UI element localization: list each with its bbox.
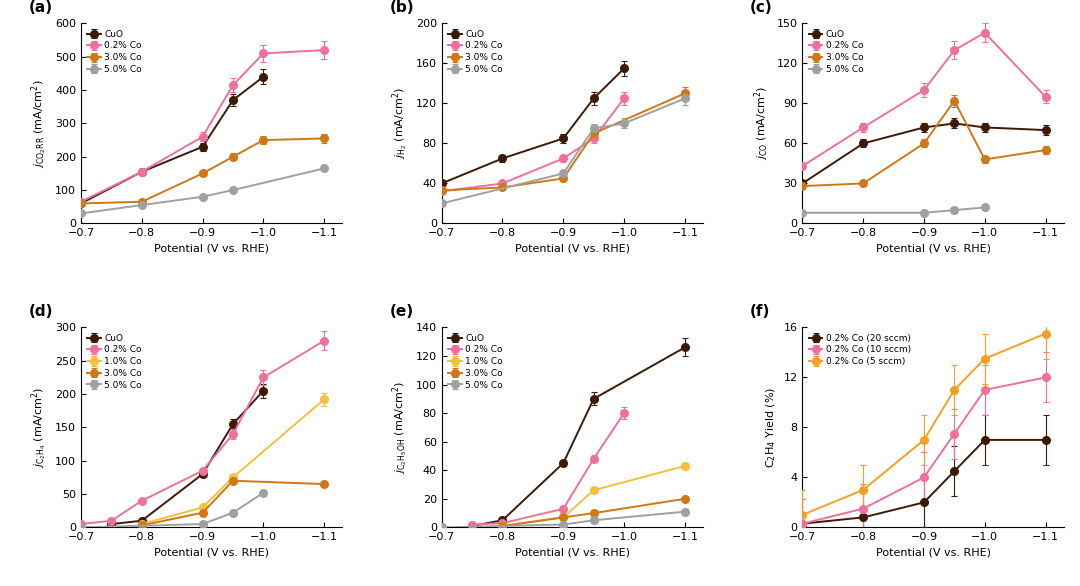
Text: (e): (e): [390, 304, 414, 319]
Y-axis label: $j_{\mathregular{H_2}}$ (mA/cm$^2$): $j_{\mathregular{H_2}}$ (mA/cm$^2$): [391, 87, 410, 159]
Legend: CuO, 0.2% Co, 1.0% Co, 3.0% Co, 5.0% Co: CuO, 0.2% Co, 1.0% Co, 3.0% Co, 5.0% Co: [446, 332, 504, 391]
Text: (c): (c): [751, 1, 773, 15]
Legend: CuO, 0.2% Co, 1.0% Co, 3.0% Co, 5.0% Co: CuO, 0.2% Co, 1.0% Co, 3.0% Co, 5.0% Co: [85, 332, 144, 391]
X-axis label: Potential (V vs. RHE): Potential (V vs. RHE): [515, 548, 630, 558]
Y-axis label: $j_{\mathregular{CO_2RR}}$ (mA/cm$^2$): $j_{\mathregular{CO_2RR}}$ (mA/cm$^2$): [30, 79, 50, 168]
Legend: CuO, 0.2% Co, 3.0% Co, 5.0% Co: CuO, 0.2% Co, 3.0% Co, 5.0% Co: [446, 28, 504, 76]
X-axis label: Potential (V vs. RHE): Potential (V vs. RHE): [154, 548, 269, 558]
X-axis label: Potential (V vs. RHE): Potential (V vs. RHE): [154, 244, 269, 254]
X-axis label: Potential (V vs. RHE): Potential (V vs. RHE): [515, 244, 630, 254]
Legend: CuO, 0.2% Co, 3.0% Co, 5.0% Co: CuO, 0.2% Co, 3.0% Co, 5.0% Co: [85, 28, 144, 76]
X-axis label: Potential (V vs. RHE): Potential (V vs. RHE): [876, 548, 990, 558]
Text: (a): (a): [29, 1, 53, 15]
Y-axis label: $j_{\mathregular{C_2H_4}}$ (mA/cm$^2$): $j_{\mathregular{C_2H_4}}$ (mA/cm$^2$): [30, 387, 50, 468]
Legend: 0.2% Co (20 sccm), 0.2% Co (10 sccm), 0.2% Co (5 sccm): 0.2% Co (20 sccm), 0.2% Co (10 sccm), 0.…: [807, 332, 913, 368]
Y-axis label: $j_{\mathregular{CO}}$ (mA/cm$^2$): $j_{\mathregular{CO}}$ (mA/cm$^2$): [753, 86, 771, 161]
Text: (f): (f): [751, 304, 770, 319]
Y-axis label: $j_{\mathregular{C_2H_5OH}}$ (mA/cm$^2$): $j_{\mathregular{C_2H_5OH}}$ (mA/cm$^2$): [391, 381, 410, 474]
Y-axis label: C$_2$H$_4$ Yield (%): C$_2$H$_4$ Yield (%): [765, 387, 778, 468]
Text: (b): (b): [390, 1, 414, 15]
X-axis label: Potential (V vs. RHE): Potential (V vs. RHE): [876, 244, 990, 254]
Text: (d): (d): [29, 304, 53, 319]
Legend: CuO, 0.2% Co, 3.0% Co, 5.0% Co: CuO, 0.2% Co, 3.0% Co, 5.0% Co: [807, 28, 865, 76]
